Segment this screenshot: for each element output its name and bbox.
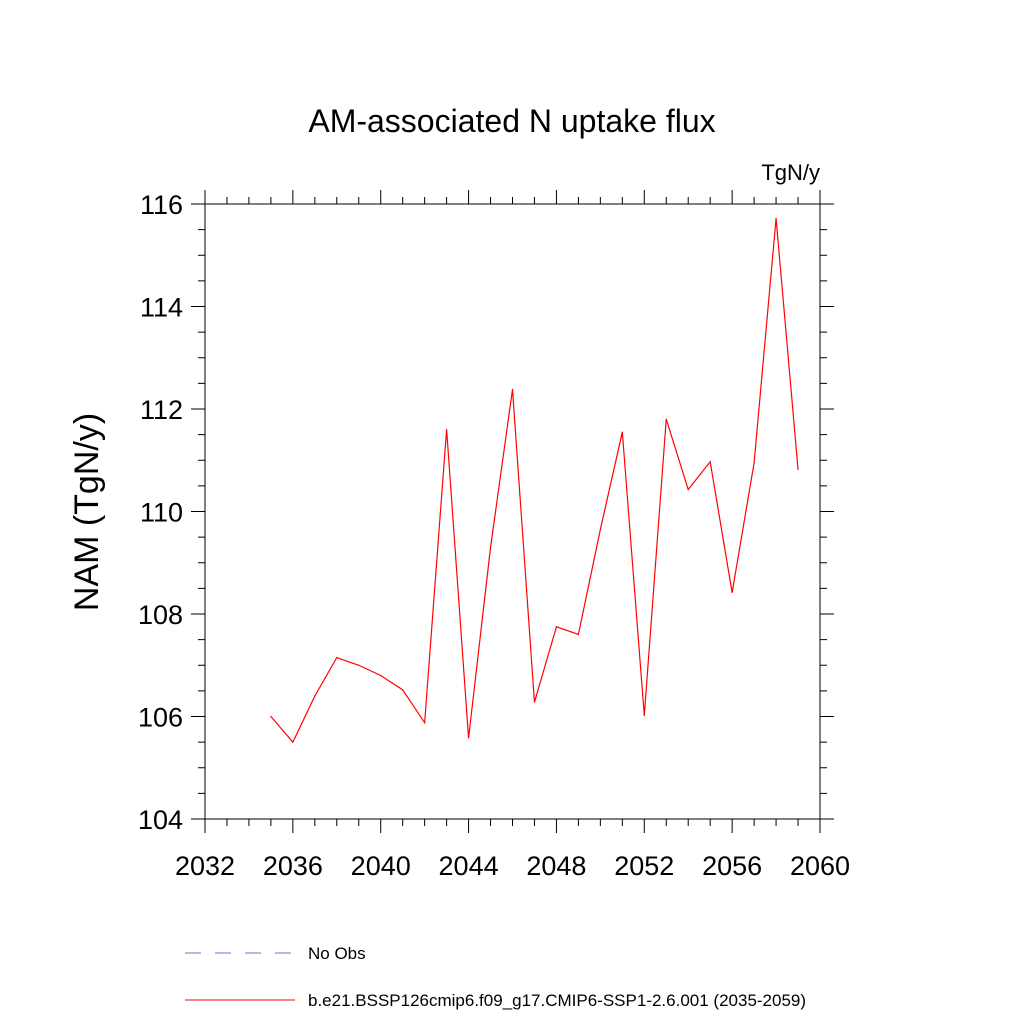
- data-point: [424, 722, 426, 724]
- data-point: [511, 388, 514, 391]
- y-tick-label: 116: [140, 190, 183, 220]
- data-point: [687, 488, 689, 491]
- y-tick-label: 114: [140, 293, 183, 323]
- legend-label: b.e21.BSSP126cmip6.f09_g17.CMIP6-SSP1-2.…: [308, 991, 806, 1010]
- data-point: [292, 741, 294, 743]
- data-point: [775, 217, 777, 219]
- data-point: [643, 714, 645, 717]
- y-axis-label: NAM (TgN/y): [68, 413, 106, 611]
- data-point: [380, 674, 382, 677]
- units-label: TgN/y: [761, 160, 820, 185]
- x-tick-label: 2048: [526, 851, 586, 881]
- data-point: [446, 428, 448, 431]
- series-line: [270, 218, 799, 744]
- data-point: [731, 591, 733, 594]
- data-point: [489, 546, 492, 548]
- y-tick-label: 104: [138, 805, 183, 835]
- data-point: [577, 633, 579, 636]
- data-point: [599, 528, 601, 531]
- x-tick-label: 2032: [175, 851, 235, 881]
- data-point: [336, 656, 338, 659]
- data-point: [665, 418, 667, 420]
- data-point: [797, 468, 799, 471]
- y-tick-label: 108: [138, 600, 183, 630]
- plot-frame: [204, 203, 821, 820]
- data-point: [753, 462, 755, 464]
- legend-label: No Obs: [308, 944, 366, 963]
- data-point: [402, 689, 404, 691]
- x-tick-label: 2056: [702, 851, 762, 881]
- x-tick-label: 2060: [790, 851, 850, 881]
- y-tick-label: 110: [140, 498, 183, 528]
- chart-title: AM-associated N uptake flux: [308, 103, 715, 139]
- x-tick-label: 2036: [263, 851, 323, 881]
- y-tick-label: 112: [140, 395, 183, 425]
- x-tick-label: 2040: [351, 851, 411, 881]
- data-point: [533, 701, 536, 703]
- data-point: [270, 715, 272, 718]
- x-tick-label: 2052: [614, 851, 674, 881]
- data-point: [555, 626, 558, 628]
- data-point: [314, 695, 316, 697]
- data-point: [358, 664, 360, 666]
- data-point: [709, 461, 711, 463]
- plot-area: 2032 2036 2040 2044 2048 2052 2056 2060 104 106 10…: [138, 190, 850, 881]
- y-tick-label: 106: [138, 703, 183, 733]
- x-tick-label: 2044: [439, 851, 499, 881]
- data-point: [467, 737, 470, 739]
- data-point: [621, 431, 623, 433]
- legend: No Obs b.e21.BSSP126cmip6.f09_g17.CMIP6-S…: [185, 944, 806, 1010]
